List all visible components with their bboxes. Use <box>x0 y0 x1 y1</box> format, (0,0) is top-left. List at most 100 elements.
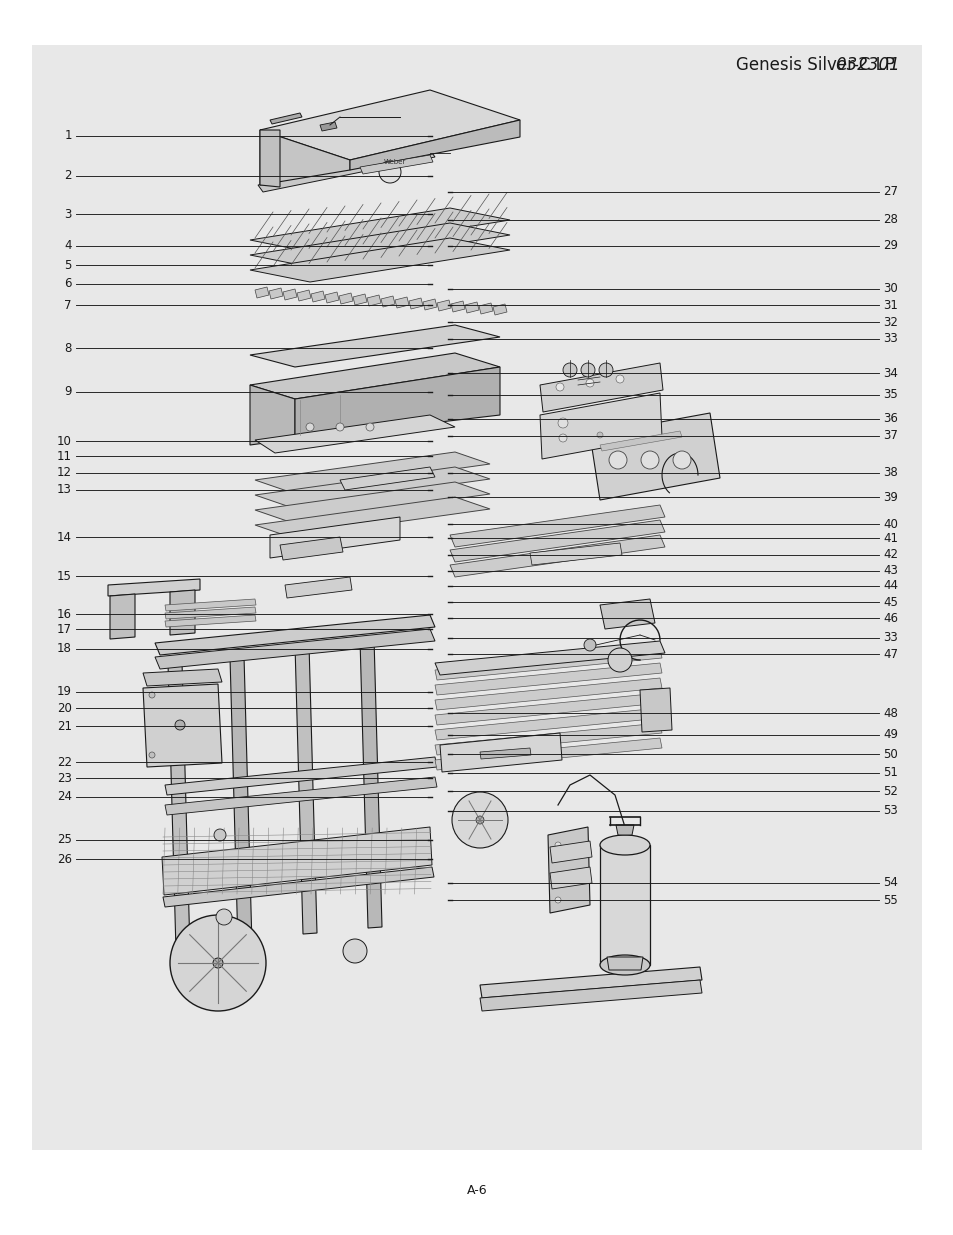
Text: 23: 23 <box>57 772 71 784</box>
Circle shape <box>607 648 631 672</box>
Text: 53: 53 <box>882 804 897 818</box>
Text: 14: 14 <box>57 531 71 543</box>
Text: 3: 3 <box>65 207 71 221</box>
Circle shape <box>583 638 596 651</box>
Circle shape <box>378 161 400 183</box>
Text: 12: 12 <box>57 466 71 479</box>
Circle shape <box>335 424 344 431</box>
Polygon shape <box>530 543 621 564</box>
Polygon shape <box>165 777 436 815</box>
Text: 44: 44 <box>882 579 897 593</box>
Polygon shape <box>254 496 490 537</box>
Polygon shape <box>439 734 561 772</box>
Text: Weber: Weber <box>383 159 406 165</box>
Polygon shape <box>550 841 592 863</box>
Polygon shape <box>380 296 395 308</box>
Text: 13: 13 <box>57 483 71 496</box>
Text: 24: 24 <box>57 790 71 803</box>
Circle shape <box>616 375 623 383</box>
Polygon shape <box>257 149 435 191</box>
Circle shape <box>580 363 595 377</box>
Polygon shape <box>435 708 661 740</box>
Text: 28: 28 <box>882 214 897 226</box>
Polygon shape <box>479 967 701 998</box>
Polygon shape <box>359 638 381 927</box>
Text: 35: 35 <box>882 388 897 401</box>
Circle shape <box>149 692 154 698</box>
Text: 20: 20 <box>57 701 71 715</box>
Polygon shape <box>296 290 311 301</box>
Polygon shape <box>250 325 499 367</box>
Polygon shape <box>451 301 464 312</box>
Polygon shape <box>250 238 510 282</box>
Polygon shape <box>270 517 399 558</box>
Polygon shape <box>539 363 662 412</box>
Polygon shape <box>350 120 519 170</box>
Circle shape <box>672 451 690 469</box>
Text: 25: 25 <box>57 834 71 846</box>
Text: 34: 34 <box>882 367 897 379</box>
Polygon shape <box>339 467 435 490</box>
Polygon shape <box>168 662 190 951</box>
Polygon shape <box>435 663 661 695</box>
Text: 43: 43 <box>882 564 897 577</box>
Polygon shape <box>254 415 455 453</box>
Text: 54: 54 <box>882 877 897 889</box>
Polygon shape <box>294 367 499 438</box>
Polygon shape <box>319 122 336 131</box>
Polygon shape <box>450 505 664 547</box>
Text: 40: 40 <box>882 517 897 531</box>
Polygon shape <box>435 641 664 676</box>
Polygon shape <box>435 693 661 725</box>
Circle shape <box>149 752 154 758</box>
Circle shape <box>170 915 266 1011</box>
Polygon shape <box>478 303 493 314</box>
Text: 52: 52 <box>882 784 897 798</box>
Text: 18: 18 <box>57 642 71 655</box>
Polygon shape <box>435 678 661 710</box>
Text: Genesis Silver-C LP: Genesis Silver-C LP <box>735 56 899 74</box>
Polygon shape <box>606 957 642 969</box>
Polygon shape <box>163 867 434 906</box>
Text: 2: 2 <box>65 169 71 182</box>
Text: 55: 55 <box>882 894 897 906</box>
Text: 032301: 032301 <box>688 56 899 74</box>
Polygon shape <box>616 825 634 835</box>
Circle shape <box>556 383 563 391</box>
Circle shape <box>598 363 613 377</box>
Polygon shape <box>254 452 490 492</box>
Circle shape <box>452 792 507 848</box>
Polygon shape <box>599 431 681 451</box>
Polygon shape <box>254 287 269 298</box>
Text: 31: 31 <box>882 299 897 311</box>
Ellipse shape <box>599 955 649 974</box>
Polygon shape <box>395 296 409 308</box>
Circle shape <box>213 958 223 968</box>
Polygon shape <box>165 757 436 795</box>
Text: 33: 33 <box>882 332 897 345</box>
FancyBboxPatch shape <box>32 44 921 1150</box>
Polygon shape <box>547 827 589 913</box>
Polygon shape <box>165 606 255 619</box>
Polygon shape <box>254 467 490 508</box>
Text: 8: 8 <box>65 342 71 354</box>
Polygon shape <box>479 748 531 760</box>
Text: 48: 48 <box>882 706 897 720</box>
Text: 45: 45 <box>882 595 897 609</box>
Polygon shape <box>311 291 325 303</box>
Text: 37: 37 <box>882 430 897 442</box>
Text: 11: 11 <box>57 450 71 463</box>
Circle shape <box>306 424 314 431</box>
Text: 19: 19 <box>57 685 71 698</box>
Polygon shape <box>108 579 200 597</box>
Polygon shape <box>464 303 478 312</box>
Text: 17: 17 <box>57 622 71 636</box>
Circle shape <box>640 451 659 469</box>
Text: 42: 42 <box>882 548 897 561</box>
Polygon shape <box>260 130 350 185</box>
Text: 5: 5 <box>65 258 71 272</box>
Text: 16: 16 <box>57 608 71 620</box>
Text: 50: 50 <box>882 748 897 761</box>
Polygon shape <box>143 669 222 685</box>
Polygon shape <box>269 288 283 299</box>
